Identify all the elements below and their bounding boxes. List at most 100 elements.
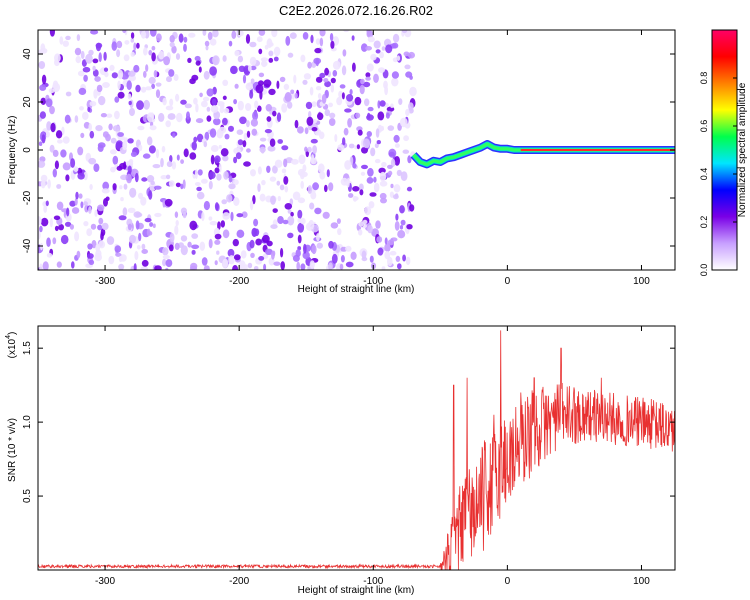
heatmap-cell — [201, 100, 208, 108]
heatmap-cell — [269, 138, 276, 147]
heatmap-cell — [352, 195, 358, 202]
heatmap-cell — [141, 177, 148, 182]
heatmap-cell — [258, 72, 265, 78]
heatmap-cell — [220, 148, 229, 157]
heatmap-cell — [88, 157, 97, 165]
heatmap-cell — [394, 156, 400, 166]
heatmap-cell — [70, 158, 76, 168]
heatmap-cell — [208, 171, 216, 179]
top-y-axis: -40 -20 0 20 40 — [22, 48, 675, 253]
heatmap-cell — [287, 52, 294, 58]
heatmap-cell — [390, 183, 394, 189]
heatmap-cell — [358, 229, 363, 236]
heatmap-cell — [169, 98, 174, 107]
heatmap-cell — [384, 243, 391, 252]
heatmap-cell — [214, 202, 219, 211]
heatmap-cell — [259, 193, 266, 202]
heatmap-cell — [399, 117, 408, 128]
heatmap-cell — [306, 116, 314, 127]
heatmap-cell — [263, 263, 267, 270]
heatmap-cell — [116, 49, 121, 58]
heatmap-cell — [46, 121, 52, 131]
heatmap-cell — [401, 30, 408, 34]
heatmap-cell — [237, 55, 244, 63]
heatmap-cell — [118, 263, 125, 270]
heatmap-cell — [83, 221, 89, 227]
heatmap-cell — [324, 184, 328, 193]
heatmap-cell — [111, 72, 118, 79]
heatmap-cell — [182, 179, 186, 189]
heatmap-cell — [374, 158, 381, 164]
heatmap-cell — [144, 217, 152, 223]
heatmap-cell — [71, 207, 80, 214]
x-tick-label: -300 — [95, 276, 115, 287]
heatmap-cell — [389, 250, 397, 256]
heatmap-cell — [317, 112, 324, 121]
heatmap-cell — [399, 225, 404, 230]
heatmap-cell — [193, 136, 198, 143]
heatmap-cell — [140, 196, 147, 206]
heatmap-cell — [97, 144, 104, 152]
heatmap-cell — [283, 158, 288, 168]
x-tick-label: -100 — [363, 576, 383, 587]
heatmap-cell — [127, 138, 134, 144]
heatmap-cell — [175, 93, 180, 102]
heatmap-cell — [260, 57, 268, 62]
heatmap-cell — [408, 102, 414, 111]
heatmap-cell — [332, 70, 338, 77]
heatmap-cell — [262, 253, 269, 259]
heatmap-cell — [141, 249, 148, 254]
heatmap-cell — [65, 91, 72, 97]
heatmap-cell — [238, 263, 246, 270]
heatmap-cell — [385, 44, 393, 54]
heatmap-cell — [183, 148, 189, 158]
heatmap-cell — [175, 53, 181, 60]
heatmap-cell — [290, 211, 294, 217]
heatmap-cell — [110, 166, 116, 173]
heatmap-cell — [93, 163, 100, 172]
y-tick-label: 20 — [22, 96, 33, 108]
heatmap-cell — [246, 120, 250, 128]
heatmap-cell — [232, 238, 239, 247]
heatmap-cell — [322, 211, 330, 219]
heatmap-cell — [314, 47, 322, 54]
heatmap-cell — [330, 84, 335, 93]
heatmap-cell — [117, 80, 121, 90]
heatmap-cell — [245, 103, 252, 111]
heatmap-cells — [38, 30, 417, 270]
heatmap-cell — [311, 244, 317, 255]
heatmap-cell — [164, 198, 173, 207]
heatmap-cell — [287, 101, 293, 109]
heatmap-cell — [88, 259, 95, 265]
heatmap-cell — [368, 201, 375, 209]
heatmap-cell — [228, 175, 233, 183]
heatmap-cell — [174, 211, 179, 218]
heatmap-cell — [373, 176, 377, 183]
heatmap-cell — [138, 144, 143, 151]
heatmap-cell — [280, 247, 284, 258]
heatmap-cell — [54, 160, 60, 170]
heatmap-cell — [237, 100, 244, 111]
heatmap-cell — [64, 221, 72, 227]
heatmap-cell — [87, 243, 93, 250]
heatmap-cell — [102, 181, 110, 190]
heatmap-cell — [69, 224, 74, 230]
heatmap-cell — [307, 61, 312, 69]
heatmap-cell — [312, 145, 317, 154]
heatmap-cell — [308, 111, 312, 118]
heatmap-cell — [78, 193, 83, 199]
heatmap-cell — [341, 65, 347, 76]
heatmap-cell — [136, 100, 144, 111]
heatmap-cell — [348, 143, 355, 149]
heatmap-cell — [406, 186, 413, 192]
heatmap-cell — [392, 33, 400, 43]
heatmap-cell — [174, 242, 180, 250]
heatmap-cell — [40, 180, 46, 189]
x-tick-label: 0 — [505, 576, 511, 587]
heatmap-cell — [135, 84, 141, 93]
colorbar-tick-label: 0.8 — [699, 72, 709, 85]
heatmap-cell — [123, 183, 128, 190]
heatmap-cell — [361, 43, 368, 52]
heatmap-cell — [277, 195, 281, 202]
